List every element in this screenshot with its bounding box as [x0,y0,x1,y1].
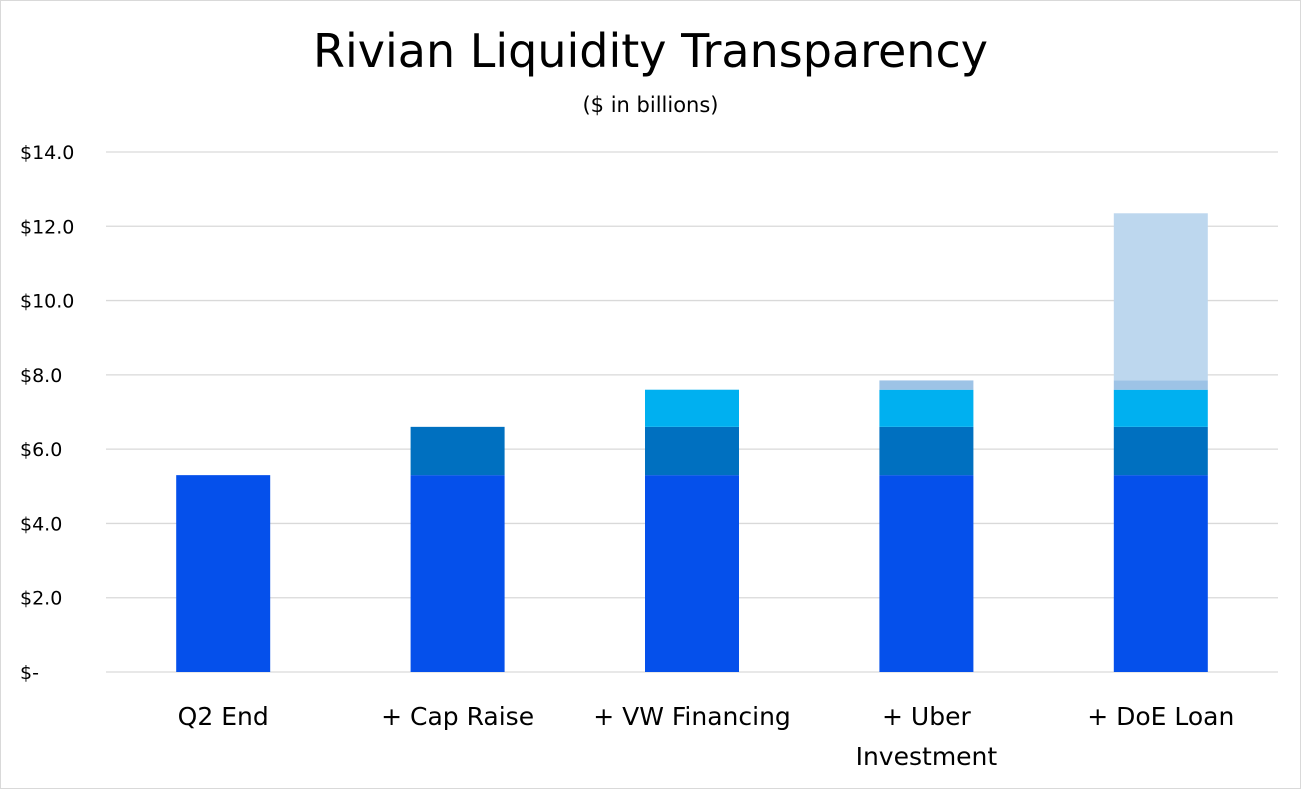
bar-segment [879,389,974,427]
chart-title: Rivian Liquidity Transparency [313,24,988,78]
y-tick-label: $10.0 [20,291,74,313]
y-tick-label: $2.0 [20,588,62,610]
x-category-label: + VW Financing [593,702,791,731]
x-category-label: Investment [856,742,998,771]
y-tick-label: $14.0 [20,142,74,164]
bar-segment [1113,475,1208,672]
bar-segment [176,475,271,672]
y-tick-label: $4.0 [20,513,62,535]
bar-segment [879,380,974,390]
bar-segment [879,426,974,476]
y-tick-label: $12.0 [20,216,74,238]
chart-subtitle: ($ in billions) [582,93,719,117]
x-category-label: + Cap Raise [381,702,534,731]
bar-segment [1113,380,1208,390]
bars [176,213,1208,672]
y-tick-label: $- [20,662,39,684]
x-category-label: + Uber [882,702,971,731]
bar-segment [1113,213,1208,381]
x-category-label: + DoE Loan [1087,702,1234,731]
y-axis-ticks: $- $2.0 $4.0 $6.0 $8.0 $10.0 $12.0 $14.0 [20,142,74,684]
bar-segment [879,475,974,672]
y-tick-label: $6.0 [20,439,62,461]
y-tick-label: $8.0 [20,365,62,387]
bar-segment [645,426,739,476]
x-axis-categories: Q2 End + Cap Raise + VW Financing + Uber Inv… [178,702,1235,771]
bar-segment [410,475,505,672]
bar-segment [410,426,505,476]
bar-segment [1113,426,1208,476]
bar-segment [645,389,739,427]
bar-segment [1113,389,1208,427]
bar-segment [645,475,739,672]
x-category-label: Q2 End [178,702,269,731]
